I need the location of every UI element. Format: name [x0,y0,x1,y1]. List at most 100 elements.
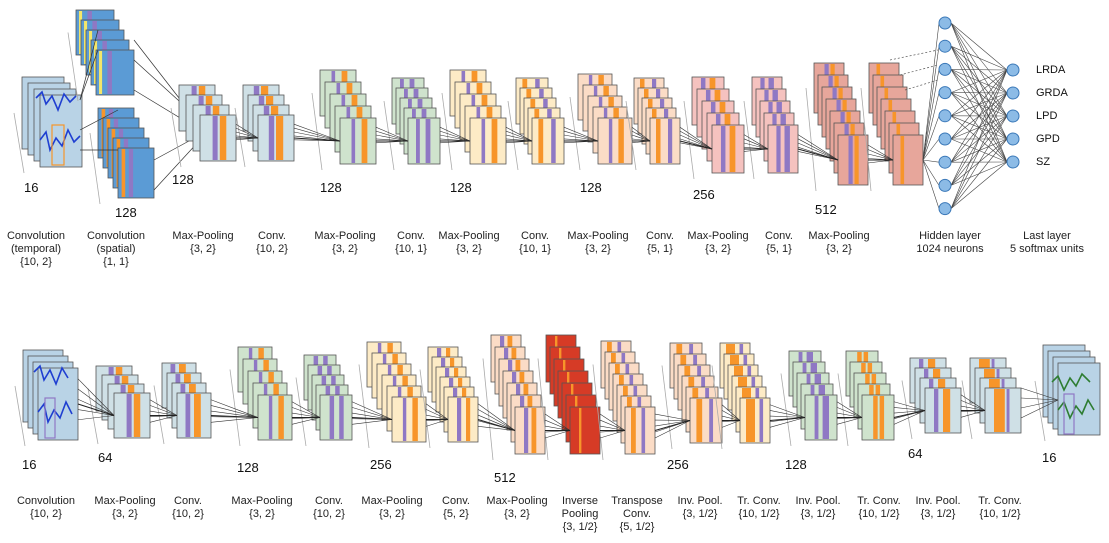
enc-temporal-conv-stack-stripe [107,51,112,94]
enc-label-10: Max-Pooling {3, 2} [687,230,749,255]
dec-maxpool-3-stripe [402,398,407,441]
enc-maxpool-4-stripe [608,119,613,163]
enc-conv-2-edge [383,100,395,171]
dec-conv-2-edge [295,377,307,447]
enc-label-0: Convolution (temporal) {10, 2} [6,230,66,268]
dec-conv-3-fan-line [425,403,449,420]
enc-maxpool-4-fan-line [563,130,599,142]
enc-maxpool-5 [711,124,745,174]
output-neuron [1006,109,1020,123]
enc-maxpool-1-edge [170,107,182,168]
enc-conv-2-fan-line [375,134,409,142]
dec-conv-3-stripe [466,398,471,441]
enc-maxpool-6-edge [805,87,817,192]
dec-trconv-1 [624,406,656,455]
enc-conv-5-fan-line [743,134,769,150]
enc-maxpool-2-stripe [351,119,356,163]
dec-invpool-3-fan-line [769,417,806,428]
dec-conv-1-stripe [194,394,201,437]
enc-maxpool-3-fan-line [439,134,471,142]
dec-maxpool-4-fan-line [477,414,516,431]
dec-trconv-2-edge [711,365,723,450]
dec-count-5: 256 [667,457,689,472]
dec-label-7: Max-Pooling {3, 2} [486,495,548,520]
enc-maxpool-3-edge [441,92,453,171]
hidden-output-line [950,161,1008,209]
enc-temporal-conv-stack-stripe [79,11,83,54]
hidden-output-line [950,115,1008,209]
enc-label-11: Conv. {5, 1} [765,230,793,255]
hidden-output-line [950,69,1008,140]
enc-conv-4-fan-line [631,130,651,142]
output-neuron [1006,63,1020,77]
enc-maxpool-3-stripe [481,119,486,163]
dec-invpool-2-fan-line [654,413,691,421]
dec-conv-2-fan-line [291,412,321,418]
hidden-output-line [950,69,1008,71]
output-neuron [1006,86,1020,100]
enc-conv-2 [407,117,441,165]
dec-invpool-2-edge [661,365,673,450]
dec-invpool-4-center-line [893,410,926,418]
enc-maxpool-4-edge [569,96,581,171]
dec-trconv-4-stripe [994,389,1005,432]
dec-invpool-2 [689,397,723,444]
hidden-output-line [950,92,1008,209]
hidden-output-line [950,45,1008,71]
enc-conv-2-fan-line [375,126,409,142]
dec-trconv-2-fan-line [721,410,741,421]
output-label-lrda: LRDA [1036,64,1066,76]
enc-maxpool-6-fan-line [797,138,839,161]
enc-maxpool-3-fan-line [439,130,471,142]
dec-conv-1-fan-line [149,415,178,423]
enc-maxpool-5-fan-line [679,126,713,150]
enc-conv-3-fan-line [505,130,533,142]
dec-trconv-3-stripe [879,396,885,439]
dec-invpool-3-stripe [822,396,829,439]
enc-conv-4-edge [625,100,637,171]
hidden-output-line [950,69,1008,93]
enc-maxpool-6-center-line [797,148,839,161]
dec-conv-1-edge [153,385,165,445]
dec-trconv-3-fan-line [836,401,863,418]
enc-conv-5-stripe [784,126,790,172]
hidden-neuron [938,86,952,100]
enc-maxpool-6-fan-line [797,134,839,161]
dec-maxpool-1-fan-line [77,415,115,421]
enc-conv-6-stripe [900,136,905,184]
enc-fan-line [79,29,99,101]
enc-conv-5-edge [743,100,755,180]
dec-invpool-2-stripe [696,399,703,442]
hidden-dotted-line [904,79,939,91]
dec-trconv-1-edge [592,364,604,461]
dec-label-3: Max-Pooling {3, 2} [231,495,293,520]
enc-conv-1-fan-line [235,123,259,139]
dec-trconv-4-edge [961,380,973,440]
hidden-output-line [950,22,1008,71]
dec-invpool-4-fan-line [893,401,926,411]
enc-maxpool-4-fan-line [563,126,599,142]
dec-trconv-4-fan-line [960,405,986,411]
dec-maxpool-1-center-line [77,403,115,416]
enc-conv-3-fan-line [505,126,533,142]
dec-maxpool-4-fan-line [477,409,516,431]
dec-conv-2-stripe [339,396,344,439]
enc-conv-5-fan-line [743,138,769,150]
dec-conv-2-fan-line [291,407,321,418]
dec-trconv-1-stripe [641,408,646,453]
dec-count-6: 128 [785,457,807,472]
enc-maxpool-1 [199,114,237,162]
dec-invpool-3-fan-line [769,404,806,418]
enc-temporal-conv-stack-stripe [84,21,88,64]
dec-maxpool-3 [391,396,427,443]
dec-trconv-2-fan-line [721,420,741,428]
dec-maxpool-4-stripe [531,408,537,453]
dec-input-stack-edge [14,385,26,447]
dec-maxpool-2-stripe [268,396,273,439]
enc-input-window [51,124,65,166]
hidden-input-line [922,159,940,163]
enc-maxpool-2-stripe [361,119,368,163]
dec-invpool-1-edge [537,358,549,461]
dec-count-1: 64 [98,450,113,465]
dec-invpool-2-fan-line [654,420,691,427]
